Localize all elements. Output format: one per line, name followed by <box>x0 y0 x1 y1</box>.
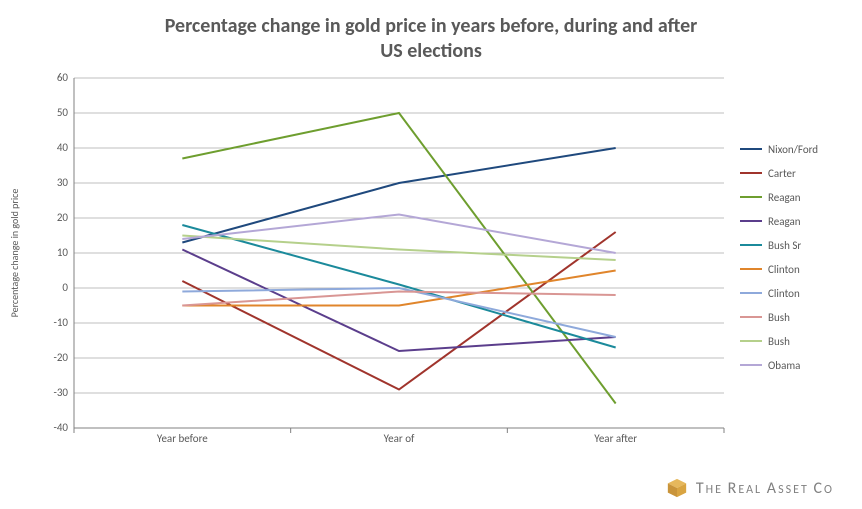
series-line <box>182 113 615 404</box>
y-tick-label: 0 <box>38 281 68 294</box>
legend-label: Obama <box>768 359 800 372</box>
chart-title: Percentage change in gold price in years… <box>0 14 862 64</box>
legend-item: Clinton <box>740 284 850 302</box>
series-line <box>182 225 615 348</box>
brand-r2: EAL <box>738 483 766 497</box>
legend-swatch <box>740 364 762 366</box>
series-line <box>182 215 615 254</box>
legend: Nixon/Ford Carter Reagan Reagan Bush Sr Clint… <box>740 140 850 380</box>
y-tick-label: -10 <box>38 316 68 329</box>
legend-item: Obama <box>740 356 850 374</box>
legend-label: Clinton <box>768 263 800 276</box>
y-tick-label: -40 <box>38 421 68 434</box>
legend-item: Bush Sr <box>740 236 850 254</box>
plot-svg <box>74 78 724 428</box>
y-axis-title: Percentage change in gold price <box>8 78 28 428</box>
legend-item: Reagan <box>740 212 850 230</box>
legend-swatch <box>740 316 762 318</box>
series-line <box>182 232 615 390</box>
legend-swatch <box>740 220 762 222</box>
y-tick-label: 10 <box>38 246 68 259</box>
legend-label: Reagan <box>768 191 801 204</box>
y-tick-label: 40 <box>38 141 68 154</box>
y-tick-label: 60 <box>38 71 68 84</box>
legend-label: Bush Sr <box>768 239 801 252</box>
series-line <box>182 292 615 306</box>
legend-swatch <box>740 196 762 198</box>
legend-label: Reagan <box>768 215 801 228</box>
legend-swatch <box>740 340 762 342</box>
legend-label: Bush <box>768 311 790 324</box>
legend-item: Carter <box>740 164 850 182</box>
brand-r1: HE <box>706 483 728 497</box>
brand-text: THE REAL ASSET CO <box>696 479 834 498</box>
plot-area <box>74 78 724 428</box>
x-tick-label: Year of <box>339 432 459 445</box>
legend-label: Bush <box>768 335 790 348</box>
cube-icon <box>666 477 688 499</box>
brand-r3: SSET <box>778 483 813 497</box>
x-tick-label: Year before <box>122 432 242 445</box>
legend-swatch <box>740 292 762 294</box>
x-tick-label: Year after <box>556 432 676 445</box>
brand-t2: R <box>728 479 739 498</box>
legend-item: Clinton <box>740 260 850 278</box>
y-tick-label: -30 <box>38 386 68 399</box>
series-line <box>182 148 615 243</box>
legend-item: Bush <box>740 332 850 350</box>
legend-swatch <box>740 268 762 270</box>
chart-container: Percentage change in gold price in years… <box>0 0 862 509</box>
legend-item: Reagan <box>740 188 850 206</box>
legend-item: Bush <box>740 308 850 326</box>
brand-t1: T <box>696 479 706 498</box>
legend-label: Carter <box>768 167 796 180</box>
legend-label: Clinton <box>768 287 800 300</box>
chart-title-line2: US elections <box>380 39 482 63</box>
brand-t3: A <box>767 479 778 498</box>
legend-swatch <box>740 244 762 246</box>
legend-item: Nixon/Ford <box>740 140 850 158</box>
brand: THE REAL ASSET CO <box>666 477 834 499</box>
legend-swatch <box>740 148 762 150</box>
series-line <box>182 250 615 352</box>
chart-title-line1: Percentage change in gold price in years… <box>165 14 698 38</box>
brand-r4: O <box>824 483 834 497</box>
y-tick-label: 50 <box>38 106 68 119</box>
y-tick-label: 20 <box>38 211 68 224</box>
series-line <box>182 236 615 261</box>
brand-t4: C <box>814 479 825 498</box>
y-tick-label: -20 <box>38 351 68 364</box>
y-tick-label: 30 <box>38 176 68 189</box>
legend-label: Nixon/Ford <box>768 143 818 156</box>
legend-swatch <box>740 172 762 174</box>
